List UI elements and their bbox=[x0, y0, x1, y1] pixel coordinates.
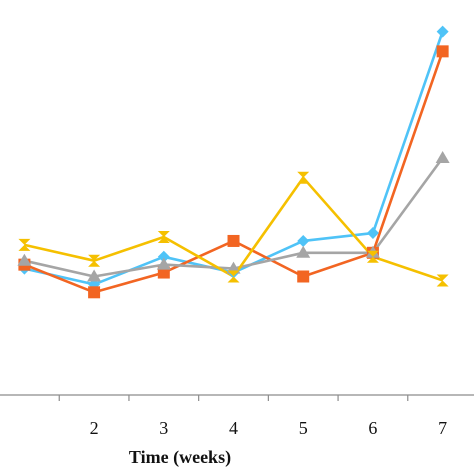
x-axis-title: Time (weeks) bbox=[129, 447, 231, 468]
data-point-bowtie bbox=[227, 270, 240, 283]
data-point-bowtie bbox=[88, 254, 101, 267]
data-point-triangle bbox=[435, 151, 450, 163]
data-point-triangle bbox=[296, 245, 311, 258]
data-point-triangle bbox=[87, 269, 102, 282]
x-axis-ticks: 2 3 4 5 6 7 bbox=[58, 395, 447, 438]
data-point-diamond bbox=[366, 227, 379, 240]
series-line-square bbox=[23, 50, 444, 294]
x-tick-label: 6 bbox=[368, 418, 377, 438]
data-point-square bbox=[88, 286, 101, 299]
data-point-square bbox=[227, 234, 240, 247]
data-point-square bbox=[436, 45, 449, 58]
data-point-triangle bbox=[156, 257, 171, 270]
markers-group bbox=[17, 25, 450, 299]
data-point-bowtie bbox=[297, 171, 310, 184]
x-tick-label: 3 bbox=[159, 418, 168, 438]
x-tick-label: 4 bbox=[229, 418, 238, 438]
data-point-diamond bbox=[436, 25, 449, 38]
data-point-bowtie bbox=[436, 274, 449, 287]
data-point-square bbox=[297, 270, 310, 283]
data-point-bowtie bbox=[18, 238, 31, 251]
data-point-diamond bbox=[297, 234, 310, 247]
series-group bbox=[23, 31, 444, 294]
data-point-bowtie bbox=[366, 250, 379, 263]
data-point-bowtie bbox=[157, 231, 170, 243]
data-point-diamond bbox=[157, 250, 170, 263]
x-tick-label: 5 bbox=[299, 418, 308, 438]
data-point-triangle bbox=[17, 253, 32, 266]
x-tick-label: 7 bbox=[438, 418, 447, 438]
x-tick-label: 2 bbox=[90, 418, 99, 438]
